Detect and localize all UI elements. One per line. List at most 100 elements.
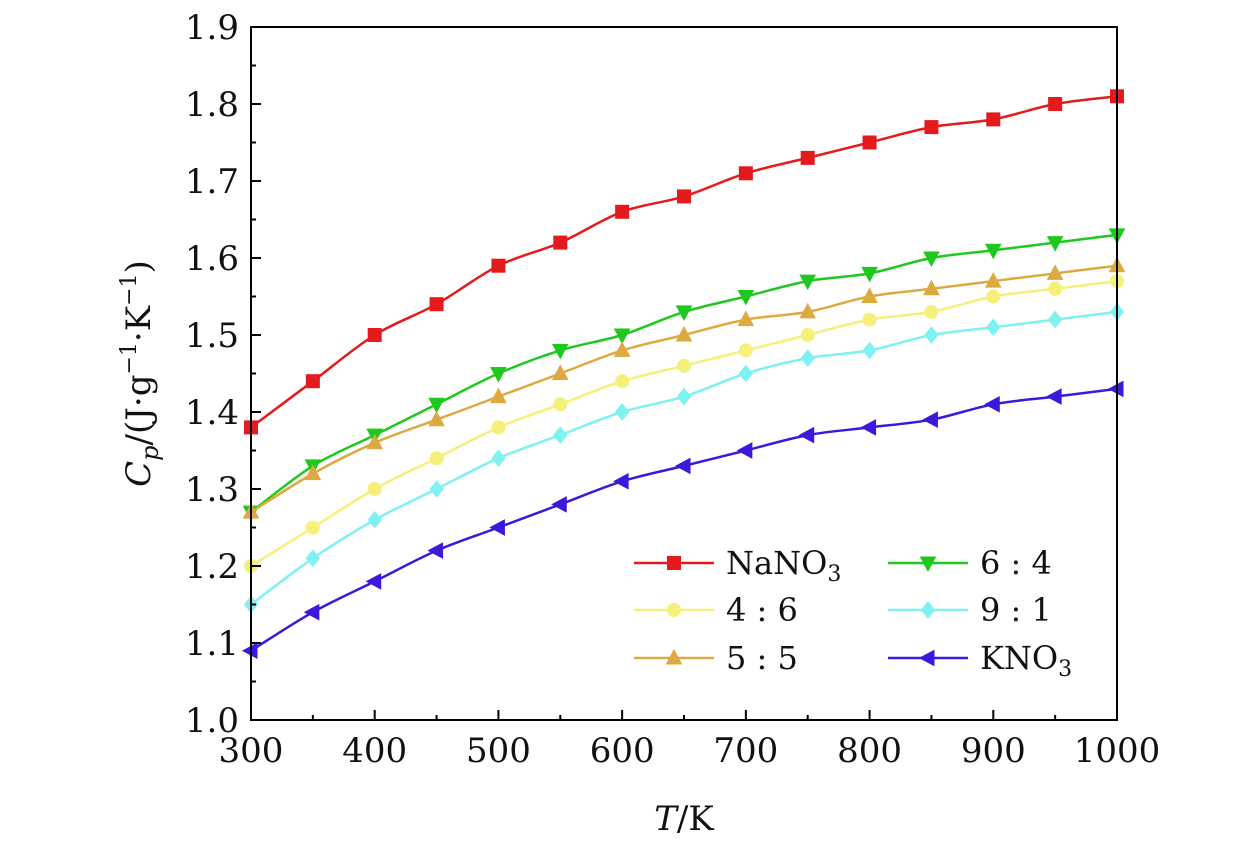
data-point xyxy=(861,287,878,303)
data-point xyxy=(986,318,1001,337)
data-point xyxy=(737,290,755,306)
data-point xyxy=(553,397,568,412)
legend-marker xyxy=(665,648,683,665)
y-tick-label: 1.5 xyxy=(185,316,239,356)
data-point xyxy=(862,135,877,150)
data-point xyxy=(491,258,506,273)
data-point xyxy=(800,150,815,165)
legend-label: 6 : 4 xyxy=(980,544,1052,582)
series-line xyxy=(250,310,1118,606)
y-tick-label: 1.9 xyxy=(185,8,239,48)
x-axis-title: T/K xyxy=(654,799,714,839)
series-line xyxy=(250,279,1118,568)
data-point xyxy=(924,120,939,135)
series-5 xyxy=(241,380,1124,660)
data-point xyxy=(303,603,320,621)
data-point xyxy=(367,328,382,342)
data-point xyxy=(490,387,507,404)
data-point xyxy=(736,442,753,459)
data-point xyxy=(613,328,631,345)
data-point xyxy=(427,542,444,559)
data-point xyxy=(615,374,630,389)
data-point xyxy=(861,266,878,283)
data-point xyxy=(367,511,382,529)
series-layer xyxy=(241,89,1126,660)
legend-item: 9 : 1 xyxy=(888,591,1052,629)
y-axis-title: Cp/(J·g−1·K−1) xyxy=(117,260,164,487)
data-point xyxy=(305,374,320,389)
data-point xyxy=(1047,310,1063,329)
legend-marker xyxy=(919,556,937,573)
data-point xyxy=(553,426,568,444)
data-point xyxy=(490,367,507,383)
data-point xyxy=(800,349,815,367)
x-tick-label: 800 xyxy=(837,731,902,771)
data-point xyxy=(428,397,445,414)
data-point xyxy=(366,433,384,450)
data-point xyxy=(614,403,630,421)
x-tick-label: 500 xyxy=(466,731,531,771)
y-tick-label: 1.4 xyxy=(185,393,239,433)
data-point xyxy=(305,549,321,568)
legend-label: 4 : 6 xyxy=(726,591,798,629)
x-tick-label: 300 xyxy=(219,731,284,771)
x-tick-label: 700 xyxy=(713,731,778,771)
series-line xyxy=(250,387,1118,652)
data-point xyxy=(491,449,506,467)
data-point xyxy=(924,304,939,319)
legend-label: KNO3 xyxy=(980,639,1072,682)
data-point xyxy=(1048,97,1063,111)
series-line xyxy=(250,95,1118,429)
data-point xyxy=(798,426,815,444)
legend-item: 5 : 5 xyxy=(634,639,798,677)
data-point xyxy=(675,305,693,321)
data-point xyxy=(986,112,1001,127)
data-point xyxy=(862,312,877,327)
data-point xyxy=(429,297,444,312)
data-point xyxy=(1048,281,1063,296)
series-line xyxy=(250,264,1118,514)
data-point xyxy=(799,274,817,291)
y-tick-label: 1.1 xyxy=(185,624,239,664)
data-point xyxy=(738,364,754,383)
legend-label: 9 : 1 xyxy=(980,591,1052,629)
data-point xyxy=(428,410,445,427)
y-tick-label: 1.7 xyxy=(185,162,239,202)
data-point xyxy=(489,519,505,536)
series-1 xyxy=(242,228,1126,522)
x-tick-label: 900 xyxy=(961,731,1026,771)
data-point xyxy=(675,325,693,342)
data-point xyxy=(924,326,939,344)
data-point xyxy=(984,243,1002,260)
data-point xyxy=(860,419,877,436)
data-point xyxy=(553,235,568,250)
x-tick-label: 1000 xyxy=(1074,731,1161,771)
legend-marker xyxy=(667,603,681,617)
axes-layer: 300 400 500 600 700 800 900 1000 1.0 1.1 1.2 1.3 1.4… xyxy=(117,8,1160,839)
data-point xyxy=(304,464,322,481)
data-point xyxy=(491,420,506,435)
data-point xyxy=(551,364,569,380)
data-point xyxy=(367,482,382,496)
y-tick-label: 1.3 xyxy=(185,470,239,510)
data-point xyxy=(799,302,817,319)
data-point xyxy=(738,166,753,181)
series-2 xyxy=(244,274,1124,573)
data-point xyxy=(677,358,691,373)
data-point xyxy=(737,310,755,327)
legend-item: 6 : 4 xyxy=(888,544,1052,582)
data-point xyxy=(862,341,877,360)
legend-label: 5 : 5 xyxy=(726,639,798,677)
data-point xyxy=(677,189,691,204)
data-point xyxy=(1046,264,1064,280)
series-4 xyxy=(242,256,1126,519)
data-point xyxy=(800,328,815,342)
data-point xyxy=(1046,388,1062,405)
x-tick-label: 400 xyxy=(342,731,407,771)
data-point xyxy=(986,289,1001,304)
legend-marker xyxy=(667,556,681,570)
data-point xyxy=(365,573,382,590)
x-tick-label: 600 xyxy=(590,731,655,771)
legend-item: NaNO3 xyxy=(634,544,841,587)
